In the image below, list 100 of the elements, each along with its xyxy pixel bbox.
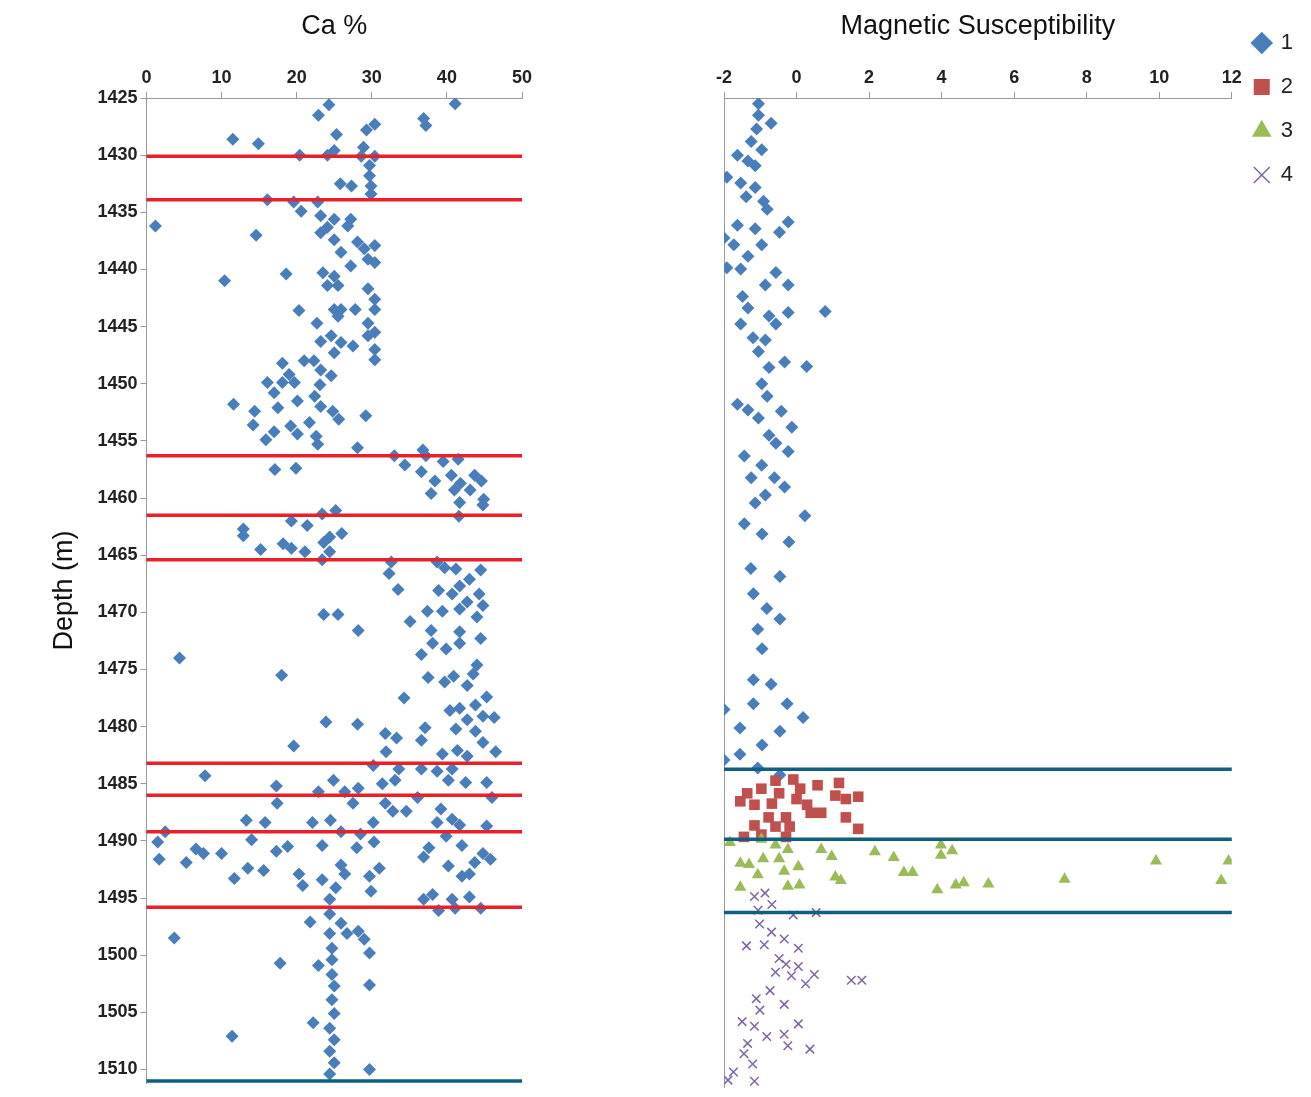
point bbox=[792, 859, 805, 871]
point bbox=[749, 1076, 760, 1087]
point bbox=[931, 882, 944, 894]
point bbox=[793, 943, 804, 954]
y-tick-label: 1510 bbox=[97, 1058, 138, 1079]
point bbox=[781, 959, 792, 970]
y-tick-label: 1495 bbox=[97, 887, 138, 908]
point bbox=[815, 807, 827, 819]
x-tick-label: 8 bbox=[1081, 67, 1092, 88]
point bbox=[1215, 873, 1228, 884]
point bbox=[868, 844, 881, 856]
y-tick-label: 1445 bbox=[97, 315, 138, 336]
point bbox=[749, 1021, 760, 1032]
y-tick-label: 1485 bbox=[97, 772, 138, 793]
point bbox=[756, 783, 767, 794]
point bbox=[805, 807, 816, 819]
point bbox=[852, 791, 864, 803]
point bbox=[793, 961, 804, 972]
point bbox=[766, 927, 777, 938]
point bbox=[766, 798, 778, 809]
point bbox=[735, 796, 746, 807]
point bbox=[815, 842, 828, 853]
y-tick-label: 1455 bbox=[97, 429, 138, 450]
point bbox=[759, 888, 770, 899]
y-tick-label: 1465 bbox=[97, 544, 138, 565]
point bbox=[763, 812, 774, 823]
point bbox=[812, 779, 823, 791]
y-tick-label: 1460 bbox=[97, 486, 138, 507]
y-tick-label: 1450 bbox=[97, 372, 138, 393]
x-axis-title: Ca % bbox=[301, 9, 368, 40]
x-tick-label: 40 bbox=[436, 67, 457, 88]
point bbox=[773, 787, 785, 799]
y-tick-label: 1475 bbox=[97, 658, 138, 679]
point bbox=[834, 873, 847, 884]
point bbox=[779, 934, 790, 944]
point bbox=[741, 787, 753, 799]
point bbox=[728, 1067, 739, 1078]
point bbox=[753, 905, 764, 916]
point bbox=[793, 878, 806, 889]
point bbox=[784, 821, 795, 832]
point bbox=[749, 891, 760, 902]
legend-label: 4 bbox=[1280, 161, 1294, 187]
x-tick-label: 10 bbox=[1149, 67, 1170, 88]
y-tick-label: 1480 bbox=[97, 715, 138, 736]
point bbox=[751, 993, 762, 1004]
y-tick-label: 1435 bbox=[97, 201, 138, 222]
x-tick-label: 12 bbox=[1221, 67, 1242, 88]
point bbox=[791, 793, 802, 805]
point bbox=[946, 843, 959, 855]
y-tick-label: 1425 bbox=[97, 86, 138, 107]
point bbox=[765, 985, 776, 996]
legend-label: 3 bbox=[1280, 117, 1294, 143]
point bbox=[1149, 853, 1163, 865]
point bbox=[781, 879, 794, 890]
point bbox=[747, 1059, 758, 1070]
x-tick-label: 2 bbox=[864, 67, 875, 88]
y-axis-title: Depth (m) bbox=[47, 530, 78, 651]
point bbox=[749, 799, 760, 811]
y-tick-label: 1490 bbox=[97, 829, 138, 850]
point bbox=[770, 775, 781, 786]
point bbox=[774, 953, 785, 964]
point bbox=[781, 842, 794, 853]
point bbox=[737, 1016, 748, 1027]
point bbox=[742, 857, 756, 868]
x-tick-label: 50 bbox=[511, 67, 533, 88]
x-tick-label: 0 bbox=[141, 67, 152, 88]
point bbox=[794, 783, 806, 794]
x-tick-label: 10 bbox=[211, 67, 232, 88]
point bbox=[742, 1038, 753, 1049]
point bbox=[751, 867, 764, 879]
point bbox=[757, 851, 770, 863]
point bbox=[830, 790, 841, 801]
point bbox=[754, 919, 765, 930]
point bbox=[1058, 872, 1071, 883]
point bbox=[759, 939, 770, 950]
x-tick-label: 6 bbox=[1009, 67, 1020, 88]
point bbox=[770, 967, 781, 978]
point bbox=[761, 1031, 772, 1042]
point bbox=[800, 978, 811, 989]
point bbox=[738, 1048, 749, 1059]
x-axis-title: Magnetic Susceptibility bbox=[840, 9, 1116, 40]
point bbox=[773, 851, 786, 863]
y-tick-label: 1430 bbox=[97, 144, 138, 165]
point bbox=[804, 1044, 815, 1055]
x-tick-label: 20 bbox=[286, 67, 307, 88]
point bbox=[766, 899, 777, 910]
y-tick-label: 1440 bbox=[97, 258, 138, 279]
point bbox=[840, 812, 852, 823]
x-tick-label: -2 bbox=[715, 67, 733, 88]
point bbox=[934, 848, 947, 859]
y-tick-label: 1500 bbox=[97, 944, 138, 965]
x-tick-label: 30 bbox=[361, 67, 382, 88]
point bbox=[779, 999, 790, 1010]
point bbox=[741, 940, 752, 951]
point bbox=[770, 821, 781, 832]
legend-label: 1 bbox=[1280, 29, 1294, 55]
x-tick-label: 0 bbox=[791, 67, 802, 88]
point bbox=[782, 1040, 793, 1051]
point bbox=[811, 907, 822, 918]
point bbox=[779, 1029, 790, 1040]
